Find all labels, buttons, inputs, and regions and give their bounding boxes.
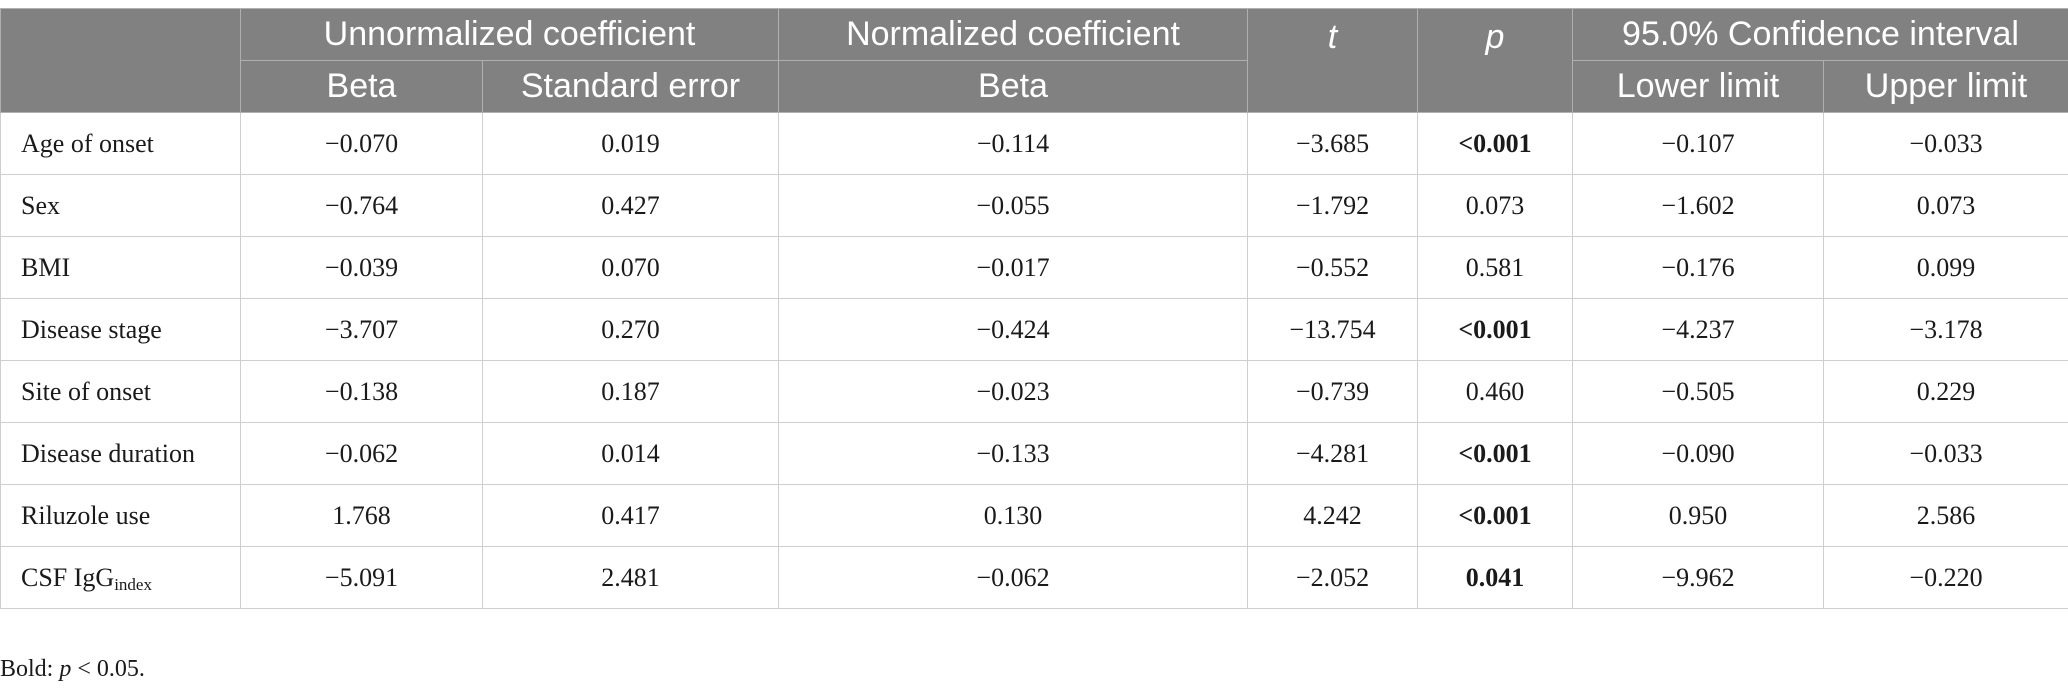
header-row-1: Unnormalized coefficient Normalized coef…: [0, 8, 2068, 113]
cell-upper-limit: −0.033: [1822, 422, 2068, 485]
table-row: Site of onset −0.138 0.187 −0.023 −0.739…: [0, 360, 2068, 423]
cell-upper-limit: 0.073: [1822, 174, 2068, 237]
cell-standard-error: 2.481: [482, 546, 779, 609]
cell-lower-limit: −1.602: [1572, 174, 1824, 237]
header-lower-limit: Lower limit: [1572, 60, 1824, 113]
header-standard-error: Standard error: [482, 60, 779, 113]
cell-p: <0.001: [1417, 422, 1573, 485]
cell-beta: −0.138: [240, 360, 483, 423]
table-footnote: Bold: p < 0.05.: [0, 656, 145, 683]
cell-lower-limit: −0.107: [1572, 112, 1824, 175]
cell-lower-limit: 0.950: [1572, 484, 1824, 547]
cell-normalized-beta: 0.130: [778, 484, 1248, 547]
header-normalized-coefficient: Normalized coefficient: [778, 8, 1248, 61]
cell-p: 0.460: [1417, 360, 1573, 423]
cell-beta: 1.768: [240, 484, 483, 547]
row-label: CSF IgGindex: [0, 546, 241, 609]
cell-upper-limit: 0.099: [1822, 236, 2068, 299]
cell-standard-error: 0.427: [482, 174, 779, 237]
cell-normalized-beta: −0.114: [778, 112, 1248, 175]
cell-beta: −0.039: [240, 236, 483, 299]
footnote-prefix: Bold:: [0, 656, 60, 682]
cell-upper-limit: 0.229: [1822, 360, 2068, 423]
regression-table: Unnormalized coefficient Normalized coef…: [0, 8, 2068, 609]
cell-p: 0.581: [1417, 236, 1573, 299]
footnote-suffix: < 0.05.: [71, 656, 145, 682]
cell-normalized-beta: −0.424: [778, 298, 1248, 361]
cell-standard-error: 0.070: [482, 236, 779, 299]
cell-upper-limit: 2.586: [1822, 484, 2068, 547]
cell-lower-limit: −0.505: [1572, 360, 1824, 423]
cell-t: −1.792: [1247, 174, 1418, 237]
cell-t: −3.685: [1247, 112, 1418, 175]
cell-lower-limit: −0.090: [1572, 422, 1824, 485]
cell-standard-error: 0.270: [482, 298, 779, 361]
cell-standard-error: 0.187: [482, 360, 779, 423]
header-confidence-interval: 95.0% Confidence interval: [1571, 8, 2068, 61]
cell-beta: −0.070: [240, 112, 483, 175]
cell-t: −0.739: [1247, 360, 1418, 423]
cell-p: 0.073: [1417, 174, 1573, 237]
table-row: Sex −0.764 0.427 −0.055 −1.792 0.073 −1.…: [0, 174, 2068, 237]
table-row: CSF IgGindex −5.091 2.481 −0.062 −2.052 …: [0, 546, 2068, 609]
cell-upper-limit: −0.033: [1822, 112, 2068, 175]
row-label: BMI: [0, 236, 241, 299]
table-row: Disease duration −0.062 0.014 −0.133 −4.…: [0, 422, 2068, 485]
cell-lower-limit: −0.176: [1572, 236, 1824, 299]
header-blank: [0, 8, 241, 113]
cell-beta: −3.707: [240, 298, 483, 361]
cell-normalized-beta: −0.017: [778, 236, 1248, 299]
table-row: Age of onset −0.070 0.019 −0.114 −3.685 …: [0, 112, 2068, 175]
row-label: Age of onset: [0, 112, 241, 175]
cell-t: −4.281: [1247, 422, 1418, 485]
cell-standard-error: 0.019: [482, 112, 779, 175]
header-beta-unnormalized: Beta: [240, 60, 483, 113]
header-beta-normalized: Beta: [778, 60, 1248, 113]
cell-p: 0.041: [1417, 546, 1573, 609]
row-label: Disease duration: [0, 422, 241, 485]
cell-beta: −0.764: [240, 174, 483, 237]
cell-normalized-beta: −0.055: [778, 174, 1248, 237]
row-label-text: CSF IgG: [21, 562, 115, 592]
header-upper-limit: Upper limit: [1822, 60, 2068, 113]
header-p: p: [1417, 8, 1573, 113]
cell-standard-error: 0.014: [482, 422, 779, 485]
cell-lower-limit: −9.962: [1572, 546, 1824, 609]
cell-beta: −5.091: [240, 546, 483, 609]
cell-t: −13.754: [1247, 298, 1418, 361]
cell-t: −0.552: [1247, 236, 1418, 299]
cell-p: <0.001: [1417, 298, 1573, 361]
cell-lower-limit: −4.237: [1572, 298, 1824, 361]
row-label: Riluzole use: [0, 484, 241, 547]
row-label: Disease stage: [0, 298, 241, 361]
cell-standard-error: 0.417: [482, 484, 779, 547]
header-row-2: Beta Standard error Beta Lower limit Upp…: [1, 60, 2068, 113]
cell-normalized-beta: −0.062: [778, 546, 1248, 609]
cell-beta: −0.062: [240, 422, 483, 485]
header-unnormalized-coefficient: Unnormalized coefficient: [240, 8, 779, 61]
row-label: Sex: [0, 174, 241, 237]
table-row: BMI −0.039 0.070 −0.017 −0.552 0.581 −0.…: [0, 236, 2068, 299]
cell-upper-limit: −0.220: [1822, 546, 2068, 609]
cell-upper-limit: −3.178: [1822, 298, 2068, 361]
cell-normalized-beta: −0.023: [778, 360, 1248, 423]
footnote-symbol: p: [59, 656, 72, 682]
row-label: Site of onset: [0, 360, 241, 423]
row-label-subscript: index: [114, 574, 152, 594]
header-t: t: [1247, 8, 1418, 113]
cell-p: <0.001: [1417, 112, 1573, 175]
table-row: Disease stage −3.707 0.270 −0.424 −13.75…: [0, 298, 2068, 361]
table-row: Riluzole use 1.768 0.417 0.130 4.242 <0.…: [0, 484, 2068, 547]
cell-t: 4.242: [1247, 484, 1418, 547]
cell-normalized-beta: −0.133: [778, 422, 1248, 485]
cell-t: −2.052: [1247, 546, 1418, 609]
cell-p: <0.001: [1417, 484, 1573, 547]
